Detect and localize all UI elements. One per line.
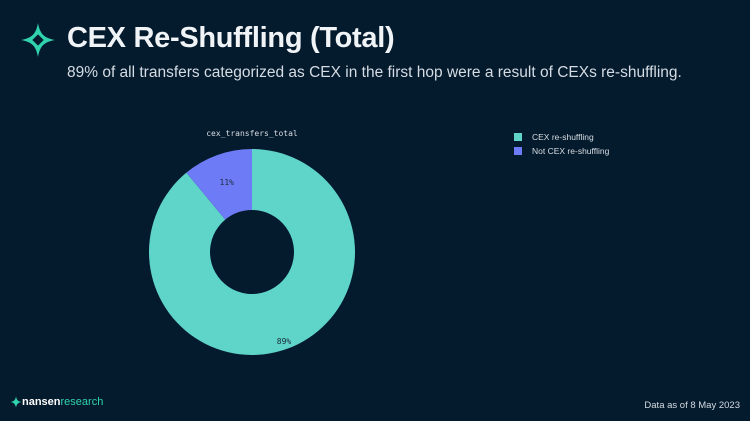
footer-brand: nansen research	[10, 396, 103, 408]
brand-sub: research	[60, 396, 104, 408]
donut-slice[interactable]	[186, 149, 252, 220]
legend-swatch	[514, 133, 522, 141]
data-date: Data as of 8 May 2023	[644, 400, 740, 411]
page-title: CEX Re-Shuffling (Total)	[67, 22, 395, 54]
nansen-logo-icon	[21, 23, 55, 57]
brand-name: nansen	[22, 396, 61, 408]
nansen-mark-icon	[10, 396, 22, 408]
chart-title: cex_transfers_total	[206, 129, 298, 138]
legend-label: Not CEX re-shuffling	[532, 146, 610, 156]
slice-data-label: 11%	[220, 178, 235, 187]
page-subtitle: 89% of all transfers categorized as CEX …	[67, 64, 682, 81]
legend-label: CEX re-shuffling	[532, 132, 594, 142]
legend-item[interactable]: CEX re-shuffling	[514, 130, 609, 144]
chart-legend: CEX re-shuffling Not CEX re-shuffling	[514, 130, 609, 158]
legend-swatch	[514, 147, 522, 155]
legend-item[interactable]: Not CEX re-shuffling	[514, 144, 609, 158]
slice-data-label: 89%	[277, 337, 292, 346]
donut-slice[interactable]	[149, 149, 356, 356]
